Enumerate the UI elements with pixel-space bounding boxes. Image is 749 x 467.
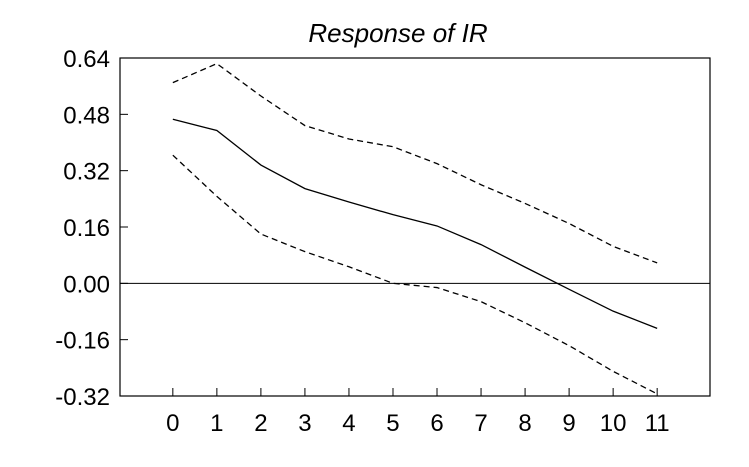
x-axis: 0 1 2 3 4 5 6 7 8 9 10 11 <box>166 388 670 437</box>
x-tick-label: 2 <box>254 410 267 437</box>
x-tick-label: 5 <box>386 410 399 437</box>
y-tick-label: 0.48 <box>63 102 110 129</box>
x-tick-label: 4 <box>342 410 355 437</box>
confidence-band-line-2 <box>172 154 658 395</box>
y-tick-label: -0.32 <box>55 384 110 411</box>
y-tick-label: 0.64 <box>63 46 110 73</box>
x-tick-label: 3 <box>298 410 311 437</box>
y-tick-label: -0.16 <box>55 328 110 355</box>
x-tick-label: 10 <box>600 410 627 437</box>
x-tick-label: 0 <box>166 410 179 437</box>
x-tick-label: 11 <box>645 410 670 437</box>
x-tick-label: 9 <box>562 410 575 437</box>
plot-frame <box>119 57 711 397</box>
x-tick-label: 6 <box>430 410 443 437</box>
x-tick-label: 1 <box>210 410 223 437</box>
y-axis: 0.64 0.48 0.32 0.16 0.00 -0.16 -0.32 <box>55 46 128 411</box>
series-layer <box>172 62 658 395</box>
x-tick-label: 8 <box>518 410 531 437</box>
y-tick-label: 0.00 <box>63 271 110 298</box>
y-tick-label: 0.16 <box>63 215 110 242</box>
x-tick-label: 7 <box>474 410 487 437</box>
confidence-band-line-1 <box>172 62 658 264</box>
y-tick-label: 0.32 <box>63 159 110 186</box>
chart-title: Response of IR <box>308 18 487 48</box>
response-line-0 <box>172 118 658 330</box>
